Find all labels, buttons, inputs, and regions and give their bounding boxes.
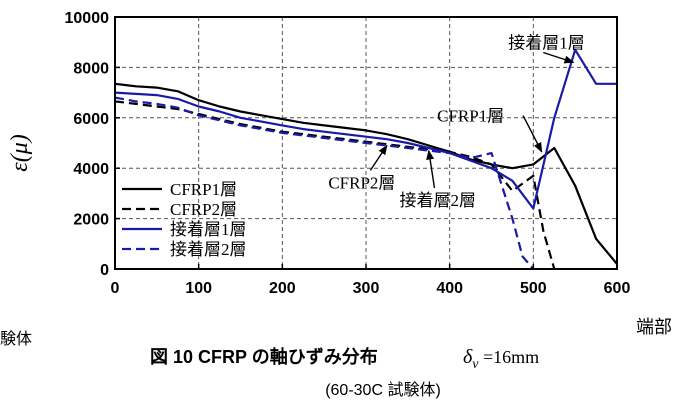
y-tick-label: 4000 — [73, 161, 109, 178]
x-tick-label: 0 — [111, 280, 120, 297]
annotation-arrow-1 — [543, 51, 575, 64]
figure-title: 図 10 CFRP の軸ひずみ分布 — [150, 346, 378, 367]
figure-subtitle: (60-30C 試験体) — [325, 381, 441, 399]
x-tick-label: 200 — [269, 280, 296, 297]
annotation-arrow-2 — [522, 115, 543, 153]
legend-label-3: 接着層1層 — [170, 220, 247, 239]
annotation-label-3: CFRP2層 — [328, 173, 395, 192]
delta-expression: δv =16mm — [463, 346, 539, 372]
y-tick-label: 8000 — [73, 60, 109, 77]
delta-subscript: v — [472, 357, 479, 372]
y-tick-label: 6000 — [73, 111, 109, 128]
series-line-3 — [114, 48, 617, 210]
x-tick-label: 600 — [604, 280, 631, 297]
x-tick-label: 100 — [185, 280, 212, 297]
y-tick-label: 0 — [100, 262, 109, 279]
annotation-arrow-3 — [369, 144, 388, 171]
delta-value: =16mm — [479, 347, 540, 367]
y-axis-label: ε(μ) — [7, 134, 33, 172]
legend-label-4: 接着層2層 — [170, 240, 247, 259]
left-caption-fragment: 験体 — [0, 330, 32, 348]
x-tick-label: 500 — [520, 280, 547, 297]
x-tick-label: 400 — [436, 280, 463, 297]
legend-label-2: CFRP2層 — [170, 200, 237, 219]
figure-caption: 図 10 CFRP の軸ひずみ分布 δv =16mm — [150, 346, 539, 372]
annotation-arrow-4 — [426, 149, 436, 189]
series-line-4 — [114, 96, 535, 270]
annotation-label-4: 接着層2層 — [399, 191, 476, 210]
x-end-label: 端部 — [636, 317, 672, 337]
series-line-1 — [114, 82, 618, 265]
x-tick-label: 300 — [353, 280, 380, 297]
delta-symbol: δ — [463, 346, 473, 368]
y-tick-label: 2000 — [73, 212, 109, 229]
axis-ticks: 0 100 200 300 400 500 600020004000600080001000… — [65, 10, 631, 297]
series-lines — [114, 48, 618, 270]
legend-label-1: CFRP1層 — [170, 180, 237, 199]
y-tick-label: 10000 — [65, 10, 110, 27]
annotation-label-1: 接着層1層 — [508, 34, 585, 53]
annotation-label-2: CFRP1層 — [437, 107, 504, 126]
